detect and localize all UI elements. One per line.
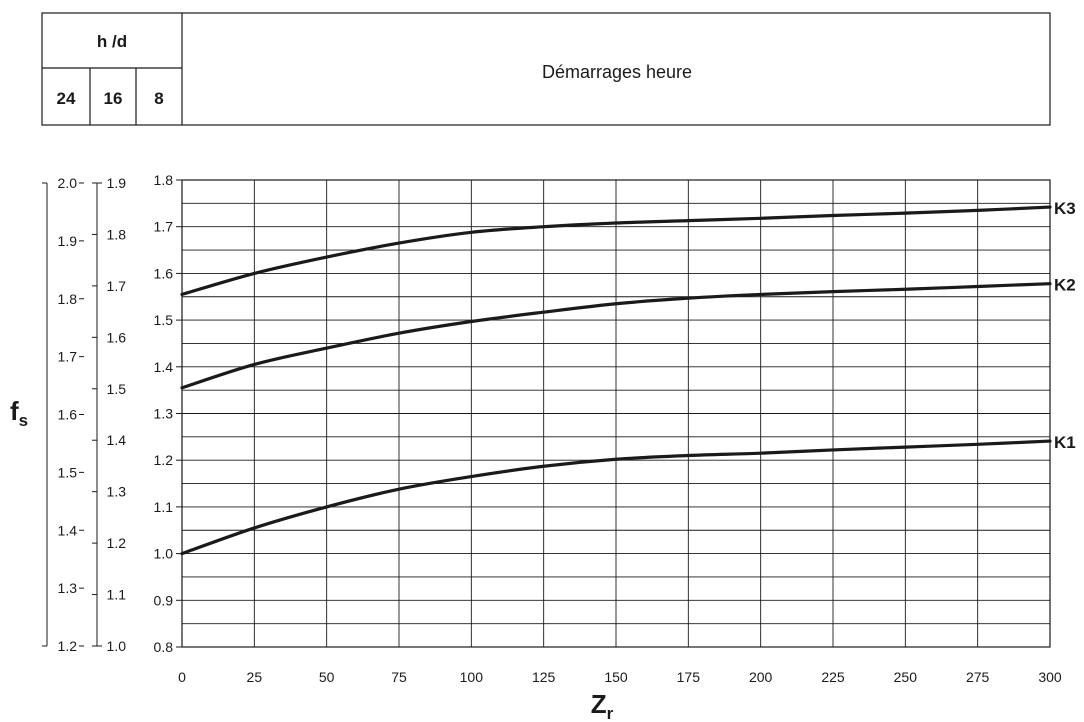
x-tick-label-12: 300 bbox=[1038, 669, 1062, 685]
x-tick-label-10: 250 bbox=[894, 669, 918, 685]
y-tick-label-16h-8: 1.1 bbox=[107, 587, 127, 603]
y-tick-label-24h-7: 1.3 bbox=[58, 580, 78, 596]
curve-k2 bbox=[180, 282, 1052, 390]
x-tick-label-5: 125 bbox=[532, 669, 556, 685]
y-tick-label-8h-7: 1.1 bbox=[154, 499, 174, 515]
curve-k1 bbox=[180, 439, 1052, 556]
series-label-k1: K1 bbox=[1054, 433, 1076, 452]
y-tick-label-8h-3: 1.5 bbox=[154, 312, 174, 328]
y-tick-label-24h-4: 1.6 bbox=[58, 407, 78, 423]
y-tick-label-8h-6: 1.2 bbox=[154, 452, 174, 468]
header-table bbox=[41, 12, 1051, 126]
series-label-k2: K2 bbox=[1054, 276, 1076, 295]
y-tick-label-16h-4: 1.5 bbox=[107, 381, 127, 397]
x-tick-label-7: 175 bbox=[677, 669, 701, 685]
y-tick-label-24h-6: 1.4 bbox=[58, 522, 78, 538]
x-axis-title-sub: r bbox=[607, 704, 614, 722]
y-tick-label-8h-10: 0.8 bbox=[154, 639, 174, 655]
hours-8-label: 8 bbox=[154, 89, 163, 108]
y-tick-label-16h-0: 1.9 bbox=[107, 175, 127, 191]
y-axis-title-sub: s bbox=[19, 411, 28, 430]
y-tick-label-8h-1: 1.7 bbox=[154, 219, 174, 235]
x-axis-title-main: Z bbox=[591, 689, 607, 719]
y-tick-label-24h-2: 1.8 bbox=[58, 291, 78, 307]
x-tick-label-0: 0 bbox=[178, 669, 186, 685]
x-tick-label-11: 275 bbox=[966, 669, 990, 685]
series-label-k3: K3 bbox=[1054, 199, 1076, 218]
y-tick-label-16h-2: 1.7 bbox=[107, 278, 127, 294]
y-tick-label-8h-5: 1.3 bbox=[154, 406, 174, 422]
y-tick-label-16h-6: 1.3 bbox=[107, 484, 127, 500]
y-tick-label-16h-9: 1.0 bbox=[107, 638, 127, 654]
x-tick-label-3: 75 bbox=[391, 669, 407, 685]
y-axis-title-main: f bbox=[10, 396, 19, 426]
y-tick-label-24h-3: 1.7 bbox=[58, 349, 78, 365]
hours-16-label: 16 bbox=[104, 89, 123, 108]
grid bbox=[181, 179, 1051, 648]
y-axis-16h: 1.9 1.8 1.7 1.6 1.5 1.4 1.3 1.2 1.1 1.0 bbox=[92, 175, 126, 654]
curves: K3 K2 K1 bbox=[180, 199, 1076, 556]
curve-k3 bbox=[180, 205, 1052, 297]
y-tick-label-8h-0: 1.8 bbox=[154, 172, 174, 188]
y-axis-24h: 2.0 1.9 1.8 1.7 1.6 1.5 1.4 1.3 1.2 bbox=[42, 175, 84, 654]
hours-per-day-label: h /d bbox=[97, 32, 127, 51]
y-tick-label-24h-1: 1.9 bbox=[58, 233, 78, 249]
y-tick-label-16h-1: 1.8 bbox=[107, 226, 127, 242]
y-axis-title: fs bbox=[10, 396, 28, 430]
axes: 0 25 50 75 100 125 150 175 200 225 250 275 300 2.0 1.9… bbox=[42, 172, 1062, 685]
y-axis-8h: 1.8 1.7 1.6 1.5 1.4 1.3 1.2 1.1 1.0 0.9 0.8 bbox=[154, 172, 182, 655]
y-tick-label-16h-7: 1.2 bbox=[107, 535, 127, 551]
y-tick-label-8h-9: 0.9 bbox=[154, 592, 174, 608]
y-tick-label-8h-8: 1.0 bbox=[154, 546, 174, 562]
hours-24-label: 24 bbox=[57, 89, 76, 108]
x-tick-label-4: 100 bbox=[460, 669, 484, 685]
y-tick-label-8h-4: 1.4 bbox=[154, 359, 174, 375]
x-tick-label-9: 225 bbox=[821, 669, 845, 685]
x-tick-label-1: 25 bbox=[247, 669, 263, 685]
x-tick-label-6: 150 bbox=[604, 669, 628, 685]
y-tick-label-24h-8: 1.2 bbox=[58, 638, 78, 654]
y-tick-label-24h-5: 1.5 bbox=[58, 464, 78, 480]
y-tick-label-8h-2: 1.6 bbox=[154, 265, 174, 281]
x-axis-title: Zr bbox=[591, 689, 614, 722]
y-tick-label-16h-5: 1.4 bbox=[107, 432, 127, 448]
starts-per-hour-title: Démarrages heure bbox=[542, 62, 692, 82]
x-tick-label-2: 50 bbox=[319, 669, 335, 685]
y-tick-label-16h-3: 1.6 bbox=[107, 329, 127, 345]
x-tick-label-8: 200 bbox=[749, 669, 773, 685]
y-tick-label-24h-0: 2.0 bbox=[58, 175, 78, 191]
